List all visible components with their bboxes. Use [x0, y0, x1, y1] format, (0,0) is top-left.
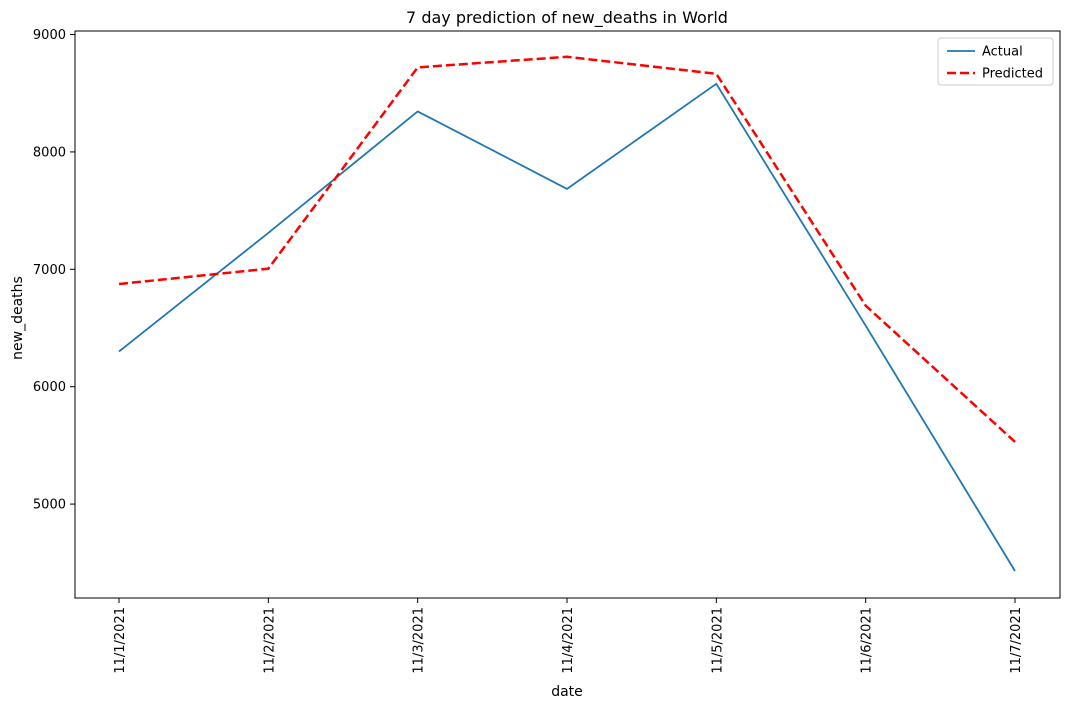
legend-label-predicted: Predicted — [982, 67, 1043, 82]
plot-area — [118, 55, 1016, 572]
y-tick-label: 7000 — [33, 263, 66, 278]
x-axis-title: date — [551, 684, 583, 700]
y-tick-label: 9000 — [33, 28, 66, 43]
y-tick-label: 8000 — [33, 145, 66, 160]
x-tick-label: 11/7/2021 — [1009, 607, 1024, 674]
x-tick-label: 11/4/2021 — [561, 607, 576, 674]
x-tick-label: 11/3/2021 — [412, 607, 427, 674]
y-axis-title: new_deaths — [10, 276, 26, 360]
x-tick-label: 11/2/2021 — [262, 607, 277, 674]
x-tick-label: 11/6/2021 — [860, 607, 875, 674]
legend: Actual Predicted — [937, 37, 1054, 86]
axes: 5000 6000 7000 8000 9000 11/1/2021 11/2/2021 11… — [33, 28, 1061, 674]
y-tick-label: 5000 — [33, 498, 66, 513]
series-line-actual — [118, 82, 1016, 572]
x-tick-label: 11/1/2021 — [113, 607, 128, 674]
legend-label-actual: Actual — [982, 45, 1023, 60]
x-tick-label: 11/5/2021 — [710, 607, 725, 674]
series-line-predicted — [118, 55, 1016, 443]
chart-title: 7 day prediction of new_deaths in World — [406, 8, 728, 28]
plot-frame — [74, 30, 1061, 599]
y-tick-label: 6000 — [33, 380, 66, 395]
